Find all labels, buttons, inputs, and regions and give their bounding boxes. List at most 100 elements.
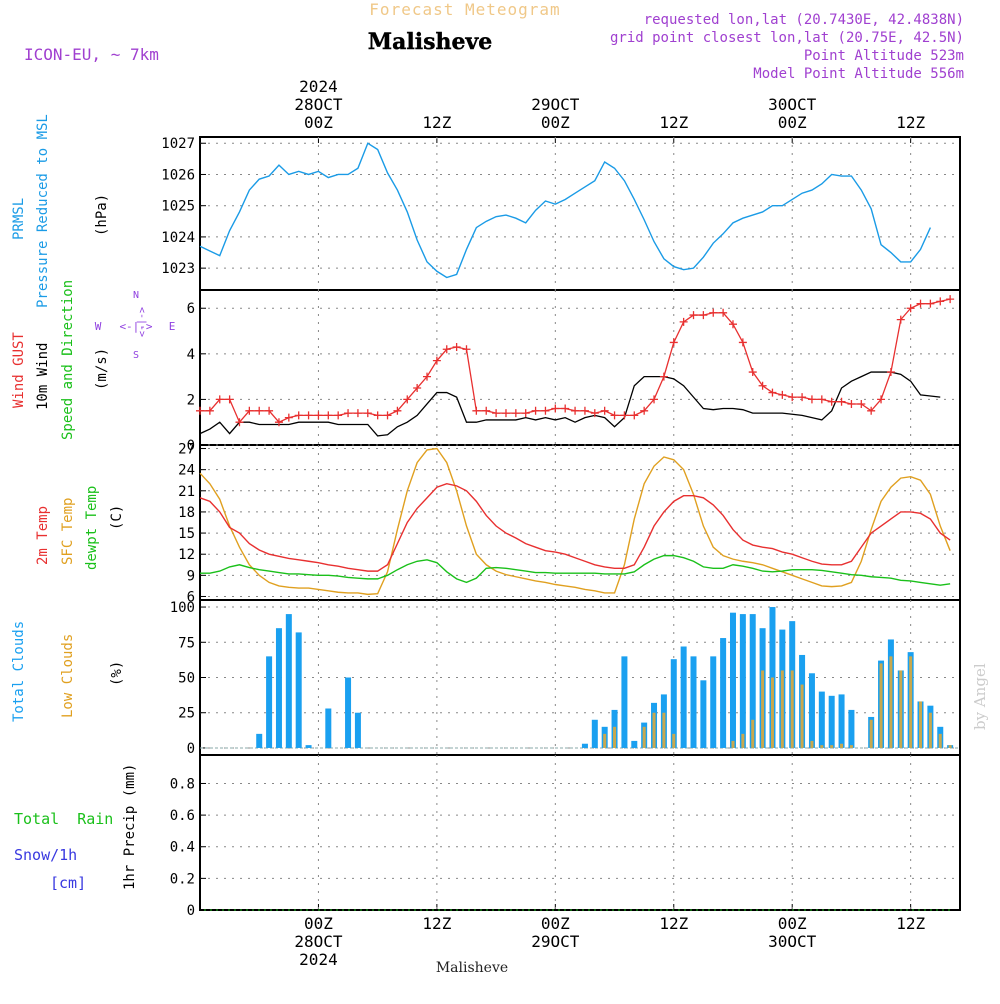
clouds-tick-label: 25	[178, 706, 195, 722]
bottom-tick-label: 29OCT	[531, 932, 580, 951]
pressure-tick-label: 1025	[161, 199, 195, 215]
total-cloud-bar	[729, 612, 736, 748]
low-cloud-bar	[810, 740, 814, 748]
gust-point	[768, 388, 777, 397]
low-clouds-label: Low Clouds	[60, 634, 76, 718]
gust-point	[620, 411, 629, 420]
forecast-title: Forecast Meteogram	[369, 0, 560, 19]
precip-tick-label: 0.6	[170, 808, 195, 824]
temp-sfc-label: SFC Temp	[60, 498, 76, 565]
temp-2m-line	[199, 483, 951, 572]
temp-tick-label: 9	[187, 568, 195, 584]
total-clouds-label: Total Clouds	[11, 621, 27, 722]
gust-point	[699, 311, 708, 320]
total-cloud-bar	[808, 673, 815, 748]
gust-point	[353, 409, 362, 418]
total-cloud-bar	[749, 614, 756, 748]
total-cloud-bar	[838, 694, 845, 748]
wind-tick-label: 0	[187, 438, 195, 454]
pressure-unit: (hPa)	[94, 194, 110, 236]
total-cloud-bar	[828, 695, 835, 748]
top-tick-label: 30OCT	[768, 95, 817, 114]
grid-lines	[200, 137, 960, 911]
gust-point	[334, 411, 343, 420]
low-cloud-bar	[642, 726, 646, 748]
low-cloud-bar	[652, 712, 656, 748]
wind-gust-label: Wind GUST	[11, 332, 27, 408]
gust-point	[472, 406, 481, 415]
temp-tick-label: 21	[178, 484, 195, 500]
top-tick-label: 12Z	[659, 113, 688, 132]
pressure-line	[199, 142, 932, 279]
footer-location: Malisheve	[436, 960, 508, 976]
panel-frame-0	[199, 136, 961, 291]
low-cloud-bar	[820, 745, 824, 748]
total-cloud-bar	[631, 740, 638, 748]
low-cloud-bar	[879, 663, 883, 748]
low-cloud-bar	[790, 670, 794, 748]
gust-point	[926, 299, 935, 308]
precip-tick-label: 0.2	[170, 871, 195, 887]
compass-n: N	[133, 290, 139, 301]
location-title: Malisheve	[368, 29, 492, 55]
low-cloud-bar	[741, 733, 745, 748]
top-tick-label: 2024	[299, 77, 338, 96]
cloud-labels: Total Clouds Low Clouds (%)	[11, 621, 125, 722]
gust-point	[274, 418, 283, 427]
wind-10m-label: 10m Wind	[35, 343, 51, 410]
gust-point	[877, 395, 886, 404]
bottom-tick-label: 00Z	[304, 914, 333, 933]
low-cloud-bar	[928, 712, 932, 748]
model-label: ICON-EU, ~ 7km	[24, 45, 159, 64]
gust-point	[314, 411, 323, 420]
gust-point	[304, 411, 313, 420]
point-altitude: Point Altitude 523m	[804, 48, 964, 64]
compass-ns-arrow: <-|->	[136, 307, 147, 337]
grid-point-coords: grid point closest lon,lat (20.75E, 42.5…	[610, 30, 964, 46]
temp-tick-label: 24	[178, 463, 195, 479]
gust-point	[669, 338, 678, 347]
temp-unit: (C)	[109, 505, 125, 530]
temp-tick-label: 15	[178, 526, 195, 542]
gust-point	[728, 320, 737, 329]
gust-point	[679, 317, 688, 326]
gust-point	[501, 409, 510, 418]
total-cloud-bar	[848, 709, 855, 748]
compass-e: E	[169, 320, 176, 333]
gust-point	[590, 409, 599, 418]
bottom-tick-label: 12Z	[422, 914, 451, 933]
total-cloud-bar	[295, 632, 302, 748]
precip-tick-label: 0.4	[170, 840, 195, 856]
bottom-tick-label: 28OCT	[294, 932, 343, 951]
gust-point	[551, 404, 560, 413]
precip-labels: Total Rain Snow/1h [cm] 1hr Precip (mm)	[14, 764, 138, 892]
gust-point	[413, 384, 422, 393]
temp-tick-label: 12	[178, 547, 195, 563]
gust-point	[324, 411, 333, 420]
clouds-tick-label: 100	[170, 600, 195, 616]
gust-point	[600, 406, 609, 415]
gust-point	[610, 411, 619, 420]
y-axis-ticks: 1023102410251026102702466912151821242702…	[161, 136, 206, 919]
gust-point	[482, 406, 491, 415]
wind-unit: (m/s)	[94, 348, 110, 390]
gust-point	[630, 411, 639, 420]
temp-labels: 2m Temp SFC Temp dewpt Temp (C)	[35, 486, 125, 570]
gust-point	[245, 406, 254, 415]
gust-point	[196, 406, 204, 415]
pressure-tick-label: 1023	[161, 261, 195, 277]
pressure-tick-label: 1024	[161, 230, 195, 246]
clouds-tick-label: 0	[187, 741, 195, 757]
gust-point	[294, 411, 303, 420]
pressure-msl-label: Pressure Reduced to MSL	[35, 114, 51, 308]
model-altitude: Model Point Altitude 556m	[753, 66, 964, 82]
bottom-tick-label: 2024	[299, 950, 338, 969]
snow-unit-label: [cm]	[50, 874, 86, 892]
top-tick-label: 00Z	[541, 113, 570, 132]
gust-point	[255, 406, 264, 415]
top-tick-label: 12Z	[422, 113, 451, 132]
total-rain-label: Total Rain	[14, 810, 113, 828]
